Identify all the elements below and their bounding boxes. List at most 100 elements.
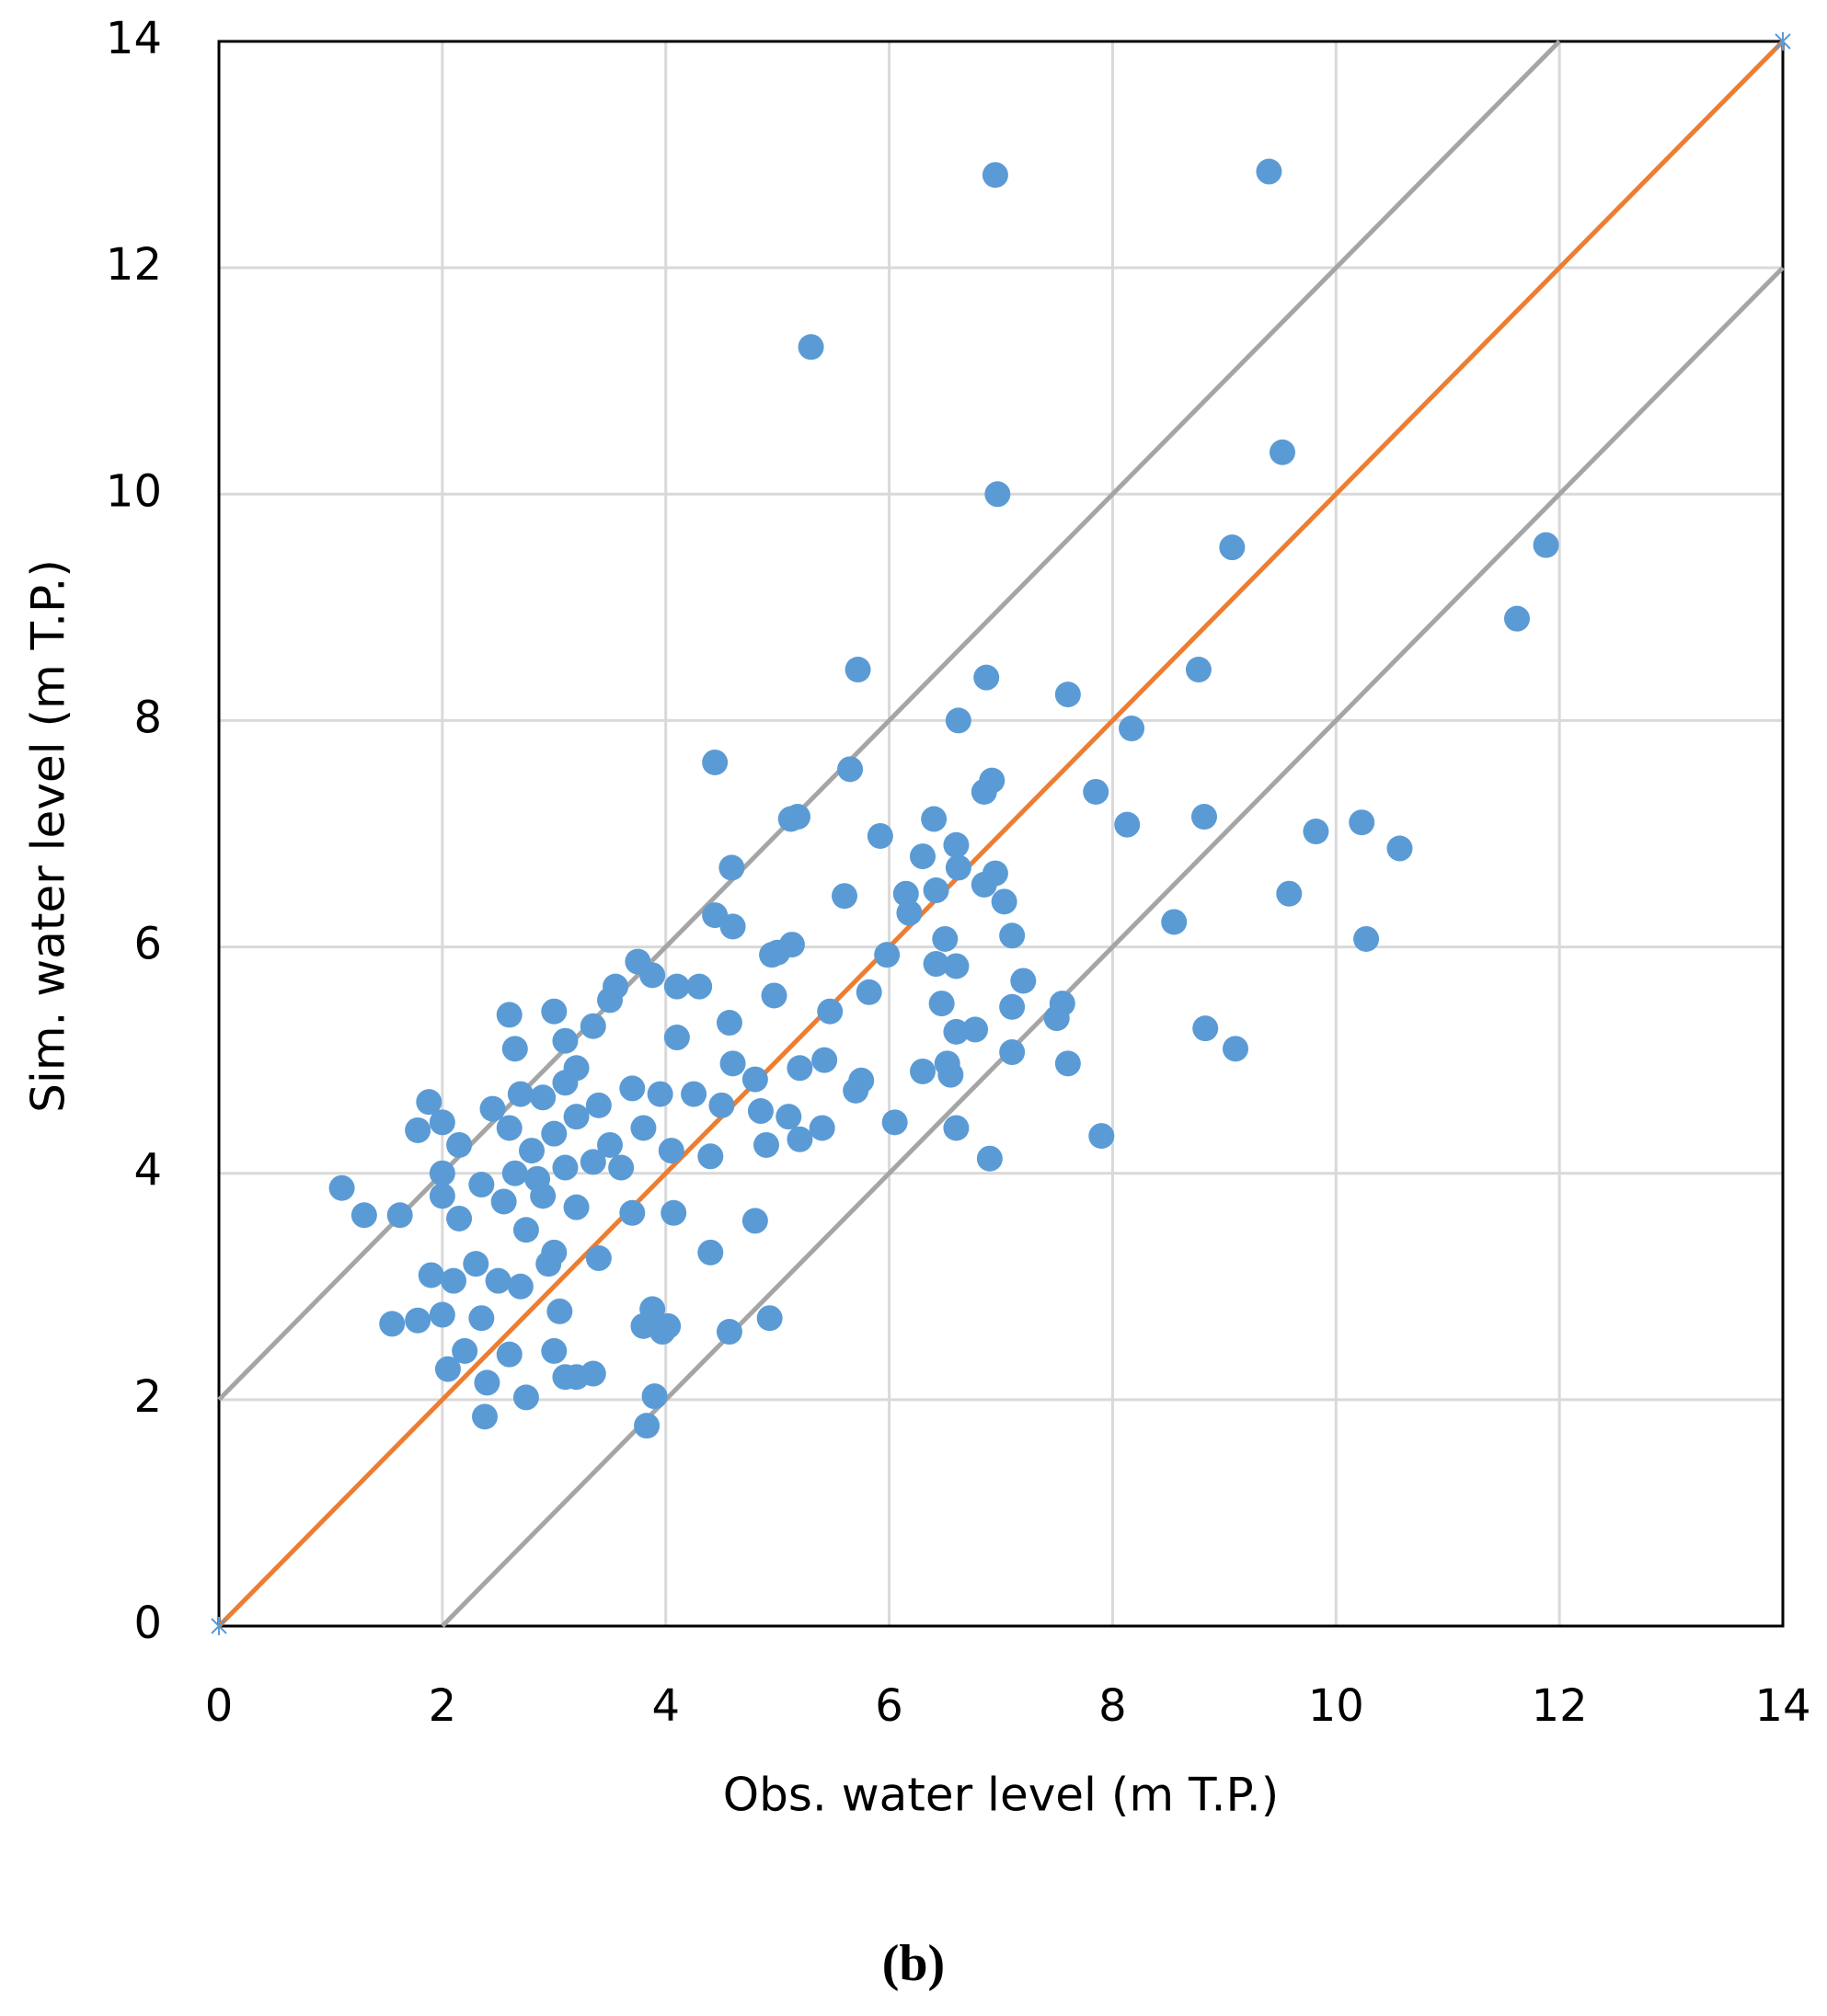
data-point [1083, 778, 1109, 805]
data-point [708, 1092, 735, 1118]
data-point [962, 1016, 989, 1043]
data-point [984, 481, 1011, 508]
data-point [658, 1138, 684, 1164]
data-point [943, 1115, 970, 1141]
data-point [945, 854, 971, 881]
data-point [719, 913, 746, 940]
data-point [416, 1089, 442, 1116]
data-point [429, 1301, 455, 1328]
data-point [686, 973, 713, 1000]
data-point [719, 1050, 746, 1077]
data-point [639, 962, 666, 989]
data-point [647, 1081, 673, 1107]
data-point [759, 942, 786, 968]
data-point [845, 657, 871, 683]
data-point [999, 993, 1026, 1020]
data-point [519, 1138, 545, 1164]
data-point [910, 843, 936, 870]
data-point [1191, 804, 1217, 830]
data-point [747, 1098, 774, 1125]
data-point [923, 951, 949, 978]
data-point [943, 953, 970, 979]
data-point [507, 1081, 534, 1107]
data-point [468, 1172, 495, 1198]
data-point [787, 1055, 813, 1082]
data-point [999, 922, 1026, 949]
y-tick-label: 4 [133, 1145, 162, 1197]
data-point [1161, 909, 1188, 935]
y-tick-label: 14 [106, 13, 162, 64]
data-point [474, 1369, 500, 1396]
data-point [910, 1058, 936, 1084]
data-point [535, 1251, 562, 1277]
y-tick-label: 12 [106, 239, 162, 291]
data-point [472, 1403, 498, 1430]
data-point [541, 1337, 568, 1364]
data-point [809, 1115, 835, 1141]
data-point [630, 1115, 657, 1141]
data-point [856, 979, 882, 1005]
data-point [1114, 811, 1141, 838]
data-point [541, 998, 568, 1025]
data-point [923, 877, 949, 904]
data-point [661, 1199, 687, 1226]
data-point [896, 899, 923, 926]
y-tick-label: 0 [133, 1598, 162, 1649]
data-point [753, 1131, 779, 1158]
data-point [496, 1002, 523, 1028]
data-point [971, 778, 997, 805]
plot-frame [217, 40, 1785, 1628]
data-point [1054, 1050, 1081, 1077]
line-marker [1775, 32, 1791, 51]
data-point [1185, 657, 1212, 683]
data-point [1533, 532, 1559, 558]
data-point [702, 749, 729, 775]
data-point [1270, 439, 1295, 465]
data-point [681, 1081, 707, 1107]
data-point [468, 1305, 495, 1332]
x-tick-label: 14 [1754, 1680, 1810, 1732]
data-point [379, 1311, 406, 1337]
data-point [663, 973, 690, 1000]
data-point [945, 707, 971, 734]
data-point [541, 1120, 568, 1147]
x-tick-label: 12 [1532, 1680, 1588, 1732]
data-point [563, 1104, 590, 1130]
data-point [785, 804, 810, 830]
data-point [405, 1117, 431, 1143]
data-point [501, 1036, 528, 1062]
data-point [418, 1262, 444, 1289]
data-point [608, 1154, 635, 1181]
data-point [798, 334, 824, 361]
data-point [496, 1341, 523, 1368]
x-tick-label: 6 [875, 1680, 903, 1732]
data-point [776, 1104, 802, 1130]
data-point [921, 806, 948, 832]
data-point [441, 1267, 466, 1294]
data-point [580, 1149, 606, 1175]
x-tick-label: 2 [429, 1680, 457, 1732]
x-tick-label: 8 [1098, 1680, 1127, 1732]
data-point [463, 1251, 489, 1277]
data-point [1119, 716, 1145, 742]
reference-line [217, 40, 1785, 1628]
data-point [552, 1154, 579, 1181]
data-point [546, 1298, 573, 1324]
data-point [892, 880, 919, 907]
data-point [597, 987, 623, 1014]
data-point [716, 1010, 742, 1037]
data-point [386, 1202, 413, 1229]
data-point [1010, 968, 1037, 994]
data-point [943, 831, 970, 858]
data-point [1386, 835, 1413, 862]
data-point [1088, 1123, 1115, 1150]
data-point [429, 1160, 455, 1186]
data-point [663, 1025, 690, 1051]
data-point [999, 1039, 1026, 1066]
data-point [597, 1131, 623, 1158]
y-tick-label: 2 [133, 1371, 162, 1423]
data-point [405, 1307, 431, 1334]
data-point [563, 1194, 590, 1220]
data-point [446, 1205, 473, 1231]
data-point [639, 1296, 666, 1323]
